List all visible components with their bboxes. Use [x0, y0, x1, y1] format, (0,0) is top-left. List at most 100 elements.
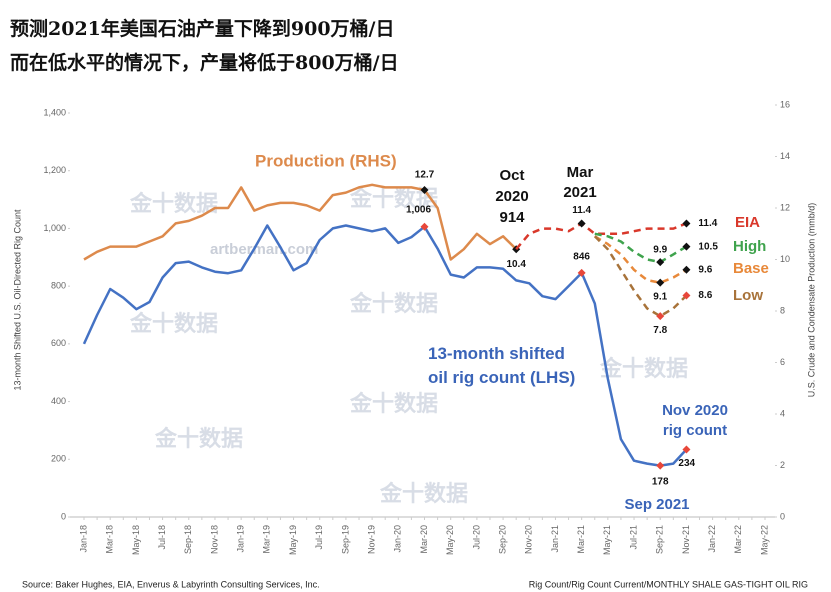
annotation: Oct	[499, 167, 524, 184]
point-marker	[682, 445, 691, 454]
x-tick-label: Jan-19	[236, 525, 246, 553]
point-marker	[420, 185, 429, 194]
source-note: Source: Baker Hughes, EIA, Enverus & Lab…	[22, 579, 320, 589]
point-marker	[682, 265, 691, 274]
data-label: 10.5	[698, 241, 718, 252]
y2-tick-label: 0	[780, 511, 785, 521]
data-label: 8.6	[698, 290, 712, 301]
x-tick-label: Jul-19	[314, 525, 324, 550]
series-line	[594, 232, 688, 264]
y2-tick-label: 12	[780, 202, 790, 212]
x-tick-label: May-18	[131, 525, 141, 555]
series-line	[593, 235, 688, 318]
footnote: Rig Count/Rig Count Current/MONTHLY SHAL…	[529, 579, 808, 589]
x-tick-label: Nov-21	[681, 525, 691, 554]
annotation: 2020	[495, 188, 528, 205]
chart-title: 预测2021年美国石油产量下降到900万桶/日	[10, 17, 394, 40]
x-tick-label: Mar-21	[576, 525, 586, 554]
x-tick-label: Jan-18	[78, 525, 88, 553]
y2-tick-label: 6	[780, 357, 785, 367]
point-marker	[656, 461, 665, 470]
watermark: 金十数据	[379, 481, 468, 506]
data-label: 178	[652, 476, 669, 487]
data-label: 10.4	[506, 259, 526, 270]
y2-tick-label: 4	[780, 408, 785, 418]
y-tick-label: 1,400	[43, 107, 66, 117]
data-label: 12.7	[415, 170, 435, 181]
legend-label: Base	[733, 260, 769, 277]
x-tick-label: Jul-20	[471, 525, 481, 550]
point-marker	[682, 291, 691, 300]
y-tick-label: 800	[51, 281, 66, 291]
data-label: 846	[573, 252, 590, 263]
y2-tick-label: 8	[780, 305, 785, 315]
annotation: 914	[499, 209, 525, 226]
point-marker	[577, 268, 586, 277]
data-label: 9.6	[698, 264, 712, 275]
data-label: 234	[678, 458, 695, 469]
y2-tick-label: 10	[780, 254, 790, 264]
annotation: rig count	[663, 422, 727, 439]
legend-label: High	[733, 238, 766, 255]
data-label: 1,006	[406, 204, 431, 215]
y-axis-label: 13-month Shifted U.S. Oil-Directed Rig C…	[12, 209, 22, 391]
y-tick-label: 0	[61, 511, 66, 521]
data-label: 11.4	[572, 205, 591, 216]
y-tick-label: 1,200	[43, 165, 66, 175]
point-marker	[420, 222, 429, 231]
legend-label: EIA	[735, 214, 760, 231]
data-label: 7.8	[653, 325, 667, 336]
y-tick-label: 600	[51, 338, 66, 348]
x-tick-label: May-21	[602, 525, 612, 555]
point-marker	[656, 278, 665, 287]
x-tick-label: Sep-20	[497, 525, 507, 554]
x-tick-label: May-19	[288, 525, 298, 555]
series-line	[594, 235, 688, 284]
point-marker	[656, 312, 665, 321]
x-tick-label: Jan-20	[393, 525, 403, 553]
series-line	[83, 183, 518, 261]
point-marker	[577, 219, 586, 228]
x-tick-label: Nov-18	[209, 525, 219, 554]
chart-subtitle: 而在低水平的情况下，产量将低于800万桶/日	[10, 51, 399, 74]
x-tick-label: Nov-19	[366, 525, 376, 554]
x-tick-label: May-20	[445, 525, 455, 555]
x-tick-label: Sep-19	[340, 525, 350, 554]
x-tick-label: Sep-21	[655, 525, 665, 554]
series-label: 13-month shifted oil rig count (LHS)	[428, 344, 576, 387]
watermark: 金十数据	[349, 291, 438, 316]
y2-tick-label: 14	[780, 151, 790, 161]
y-tick-label: 1,000	[43, 223, 66, 233]
x-tick-label: Jan-21	[550, 525, 560, 553]
x-tick-label: Nov-20	[524, 525, 534, 554]
watermark: 金十数据	[349, 391, 438, 416]
x-tick-label: Mar-19	[262, 525, 272, 554]
y-tick-label: 200	[51, 454, 66, 464]
watermark: 金十数据	[129, 191, 218, 216]
x-tick-label: May-22	[759, 525, 769, 555]
x-tick-label: Mar-18	[105, 525, 115, 554]
y2-tick-label: 2	[780, 460, 785, 470]
watermark: 金十数据	[129, 311, 218, 336]
x-tick-label: Jul-18	[157, 525, 167, 550]
x-tick-label: Jul-21	[628, 525, 638, 550]
data-label: 9.9	[653, 245, 667, 256]
series-label: Production (RHS)	[255, 151, 397, 170]
point-marker	[656, 258, 665, 267]
annotation: Mar	[567, 164, 594, 181]
annotation: 2021	[563, 184, 596, 201]
x-tick-label: Mar-22	[733, 525, 743, 554]
data-label: 9.1	[653, 291, 667, 302]
watermark: 金十数据	[599, 356, 688, 381]
watermark: 金十数据	[154, 426, 243, 451]
x-tick-label: Sep-18	[183, 525, 193, 554]
annotation: Nov 2020	[662, 402, 728, 419]
legend-label: Low	[733, 287, 763, 304]
annotation: Sep 2021	[624, 496, 689, 513]
x-tick-label: Mar-20	[419, 525, 429, 554]
data-label: 11.4	[698, 218, 717, 229]
y2-tick-label: 16	[780, 99, 790, 109]
series-line	[82, 224, 688, 467]
